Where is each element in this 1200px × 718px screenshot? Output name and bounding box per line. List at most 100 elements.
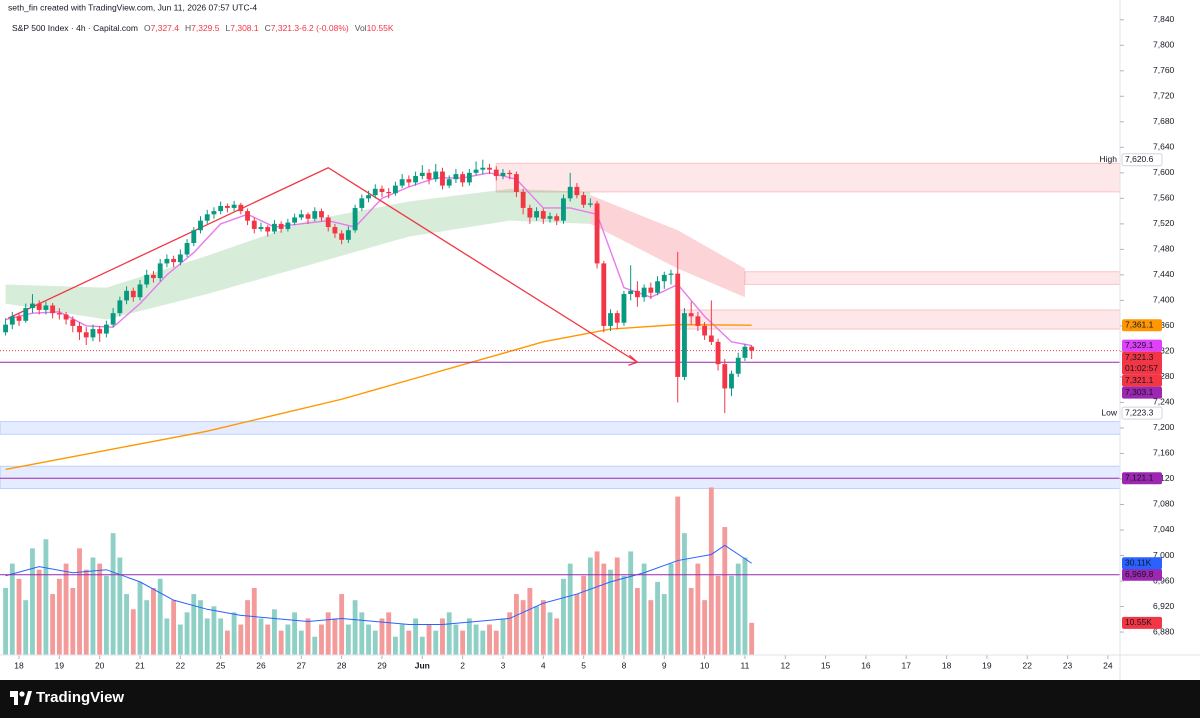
candle-body [695, 316, 701, 326]
volume-bar [500, 618, 506, 655]
level-tag: Low [1101, 407, 1117, 417]
candle-body [507, 172, 513, 175]
y-tick-label: 7,680 [1153, 116, 1175, 126]
candle-body [70, 319, 76, 326]
candle-body [473, 169, 479, 173]
candle-body [204, 214, 210, 221]
candle-body [520, 191, 526, 208]
candle-body [151, 274, 156, 279]
x-tick-label: 12 [781, 660, 791, 670]
price-label-bg [1122, 557, 1162, 570]
volume-bar [473, 624, 479, 655]
candle-body [359, 198, 365, 208]
candle-body [466, 172, 472, 183]
countdown: 01:02:57 [1125, 363, 1158, 373]
candle-body [453, 174, 459, 180]
x-tick-label: 2 [460, 660, 465, 670]
candle-body [238, 204, 244, 212]
volume-bar [453, 624, 459, 655]
candle-body [171, 258, 177, 263]
x-tick-label: 18 [14, 660, 24, 670]
price-label-bg [1122, 319, 1162, 332]
volume-bar [675, 496, 681, 655]
candle-body [655, 281, 660, 293]
candle-body [245, 211, 250, 221]
volume-bar [513, 594, 519, 655]
candle-body [198, 220, 203, 231]
volume-ma-line [5, 544, 752, 626]
volume-bar [433, 630, 439, 655]
candle-body [3, 324, 8, 333]
volume-bar [668, 563, 674, 655]
price-label: 6,969.8 [1122, 568, 1162, 581]
candle-body [272, 223, 277, 232]
price-label-text: 6,969.8 [1125, 569, 1154, 579]
x-tick-label: 27 [297, 660, 307, 670]
candle-body [137, 284, 143, 298]
volume-bar [648, 600, 654, 655]
price-label-text: 7,329.1 [1125, 340, 1154, 350]
ma-line [5, 323, 752, 471]
volume-bar [352, 600, 358, 655]
candle-body [399, 179, 405, 186]
candle-body [211, 211, 217, 215]
volume-bar [413, 618, 419, 655]
volume-bar [332, 618, 338, 655]
volume-bar [460, 630, 466, 655]
volume-bar [325, 612, 331, 655]
y-tick-label: 7,040 [1153, 524, 1175, 534]
volume-bar [574, 594, 580, 655]
volume-bar [628, 551, 634, 655]
candle-body [406, 179, 412, 183]
candle-body [231, 204, 237, 208]
volume-bar [272, 609, 277, 655]
candle-body [278, 223, 284, 229]
candle-body [554, 216, 560, 221]
candle-body [90, 329, 96, 338]
volume-bar [292, 612, 298, 655]
candle-body [608, 313, 613, 326]
ribbon [590, 195, 745, 298]
y-tick-label: 7,640 [1153, 142, 1175, 152]
candle-body [345, 230, 351, 240]
volume-bar [507, 612, 513, 655]
price-label-text: 30.11K [1125, 558, 1152, 568]
candle-body [164, 258, 170, 264]
candle-body [366, 195, 371, 199]
logo-shape [24, 691, 32, 705]
volume-bar [305, 618, 311, 655]
volume-bar [70, 587, 76, 655]
volume-bar [715, 575, 721, 655]
credit: seth_fin created with TradingView.com, J… [8, 2, 257, 12]
volume-bar [83, 569, 89, 655]
candle-body [77, 325, 82, 333]
price-label-bg [1122, 568, 1162, 581]
volume-bar [50, 594, 56, 655]
volume-bar [487, 624, 492, 655]
price-label: 30.11K [1122, 557, 1162, 570]
volume-bar [319, 624, 324, 655]
x-tick-label: 26 [256, 660, 266, 670]
price-label-text: 7,361.1 [1125, 319, 1154, 329]
candle-body [298, 214, 304, 218]
price-label: 10.55K [1122, 616, 1162, 629]
candle-body [587, 203, 593, 205]
volume-bar [634, 587, 640, 655]
volume-bar [23, 600, 29, 655]
volume-bar [520, 600, 526, 655]
y-tick-label: 7,520 [1153, 218, 1175, 228]
volume-bar [661, 594, 667, 655]
candle-body [682, 313, 687, 377]
volume-bar [177, 624, 183, 655]
volume-bar [137, 581, 143, 655]
axis-layer: 6,880 6,920 6,960 7,000 7,040 7,080 7,120 7,160… [1100, 14, 1175, 636]
candle-body [419, 172, 425, 177]
price-label-text: 7,303.1 [1125, 387, 1154, 397]
x-tick-label: Jun [415, 660, 430, 670]
volume-bar [554, 618, 560, 655]
candle-body [285, 222, 291, 229]
volume-bar [393, 636, 398, 655]
volume-bar [695, 563, 701, 655]
x-tick-label: 5 [581, 660, 586, 670]
candle-body [661, 274, 667, 282]
